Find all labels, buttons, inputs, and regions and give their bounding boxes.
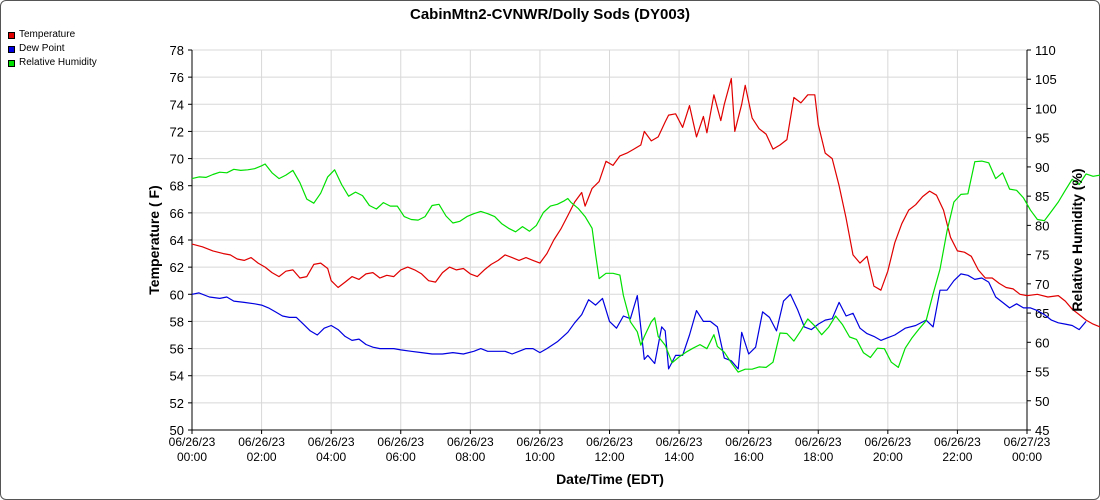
y-axis-label-left: Temperature ( F) <box>146 185 162 294</box>
x-tick-label-time: 08:00 <box>455 450 485 464</box>
x-tick-label-time: 00:00 <box>1012 450 1042 464</box>
y-tick-label-right: 45 <box>1035 423 1049 438</box>
legend-swatch-dew-point <box>8 45 15 53</box>
y-tick-label-left: 58 <box>170 314 184 329</box>
y-tick-label-right: 55 <box>1035 365 1049 380</box>
y-tick-label-left: 62 <box>170 260 184 275</box>
x-tick-label-time: 22:00 <box>942 450 972 464</box>
x-tick-label-date: 06/26/23 <box>447 435 494 449</box>
y-tick-label-right: 90 <box>1035 160 1049 175</box>
series-line-dew-point <box>191 273 1087 370</box>
y-tick-label-right: 75 <box>1035 248 1049 263</box>
x-axis-label: Date/Time (EDT) <box>556 471 664 487</box>
y-tick-label-left: 54 <box>170 369 184 384</box>
legend-swatch-relative-humidity <box>8 59 15 67</box>
x-tick-label-time: 14:00 <box>664 450 694 464</box>
y-axis-label-right: Relative Humidity (%) <box>1069 168 1085 311</box>
x-tick-label-date: 06/26/23 <box>517 435 564 449</box>
y-tick-label-right: 95 <box>1035 131 1049 146</box>
y-tick-label-right: 50 <box>1035 394 1049 409</box>
x-tick-label-date: 06/26/23 <box>308 435 355 449</box>
y-tick-label-left: 72 <box>170 124 184 139</box>
x-tick-label-time: 06:00 <box>386 450 416 464</box>
x-tick-label-date: 06/26/23 <box>586 435 633 449</box>
x-tick-label-date: 06/26/23 <box>656 435 703 449</box>
y-tick-label-left: 52 <box>170 396 184 411</box>
y-tick-label-left: 74 <box>170 97 184 112</box>
y-tick-label-left: 76 <box>170 70 184 85</box>
x-tick-label-date: 06/26/23 <box>169 435 216 449</box>
y-tick-label-left: 50 <box>170 423 184 438</box>
x-tick-label-time: 00:00 <box>177 450 207 464</box>
legend-item-relative-humidity: Relative Humidity <box>8 56 97 70</box>
y-tick-label-right: 110 <box>1035 43 1056 58</box>
legend-label-temperature: Temperature <box>19 29 76 40</box>
x-tick-label-time: 12:00 <box>594 450 624 464</box>
series-line-temperature <box>191 77 1100 328</box>
x-tick-label-time: 04:00 <box>316 450 346 464</box>
y-tick-label-left: 56 <box>170 342 184 357</box>
x-tick-label-date: 06/26/23 <box>377 435 424 449</box>
legend-label-dew-point: Dew Point <box>19 43 65 54</box>
x-tick-label-time: 02:00 <box>247 450 277 464</box>
x-tick-label-date: 06/27/23 <box>1004 435 1051 449</box>
x-tick-label-time: 20:00 <box>873 450 903 464</box>
x-tick-label-time: 18:00 <box>803 450 833 464</box>
y-tick-label-right: 70 <box>1035 277 1049 292</box>
y-tick-label-right: 60 <box>1035 335 1049 350</box>
y-tick-label-left: 60 <box>170 287 184 302</box>
chart-legend: Temperature Dew Point Relative Humidity <box>8 28 97 70</box>
y-tick-label-right: 85 <box>1035 189 1049 204</box>
legend-label-relative-humidity: Relative Humidity <box>19 57 97 68</box>
y-tick-label-left: 66 <box>170 206 184 221</box>
y-tick-label-right: 80 <box>1035 218 1049 233</box>
chart-title: CabinMtn2-CVNWR/Dolly Sods (DY003) <box>410 6 690 23</box>
x-tick-label-time: 16:00 <box>734 450 764 464</box>
y-tick-label-right: 105 <box>1035 72 1057 87</box>
y-tick-label-left: 64 <box>170 233 184 248</box>
x-tick-label-date: 06/26/23 <box>934 435 981 449</box>
y-tick-label-right: 100 <box>1035 101 1057 116</box>
series-line-relative-humidity <box>191 160 1100 373</box>
x-tick-label-date: 06/26/23 <box>795 435 842 449</box>
legend-item-dew-point: Dew Point <box>8 42 97 56</box>
legend-item-temperature: Temperature <box>8 28 97 42</box>
y-tick-label-left: 78 <box>170 43 184 58</box>
y-tick-label-left: 70 <box>170 152 184 167</box>
x-tick-label-date: 06/26/23 <box>725 435 772 449</box>
x-tick-label-time: 10:00 <box>525 450 555 464</box>
x-tick-label-date: 06/26/23 <box>238 435 285 449</box>
legend-swatch-temperature <box>8 31 15 39</box>
y-tick-label-left: 68 <box>170 179 184 194</box>
x-tick-label-date: 06/26/23 <box>864 435 911 449</box>
